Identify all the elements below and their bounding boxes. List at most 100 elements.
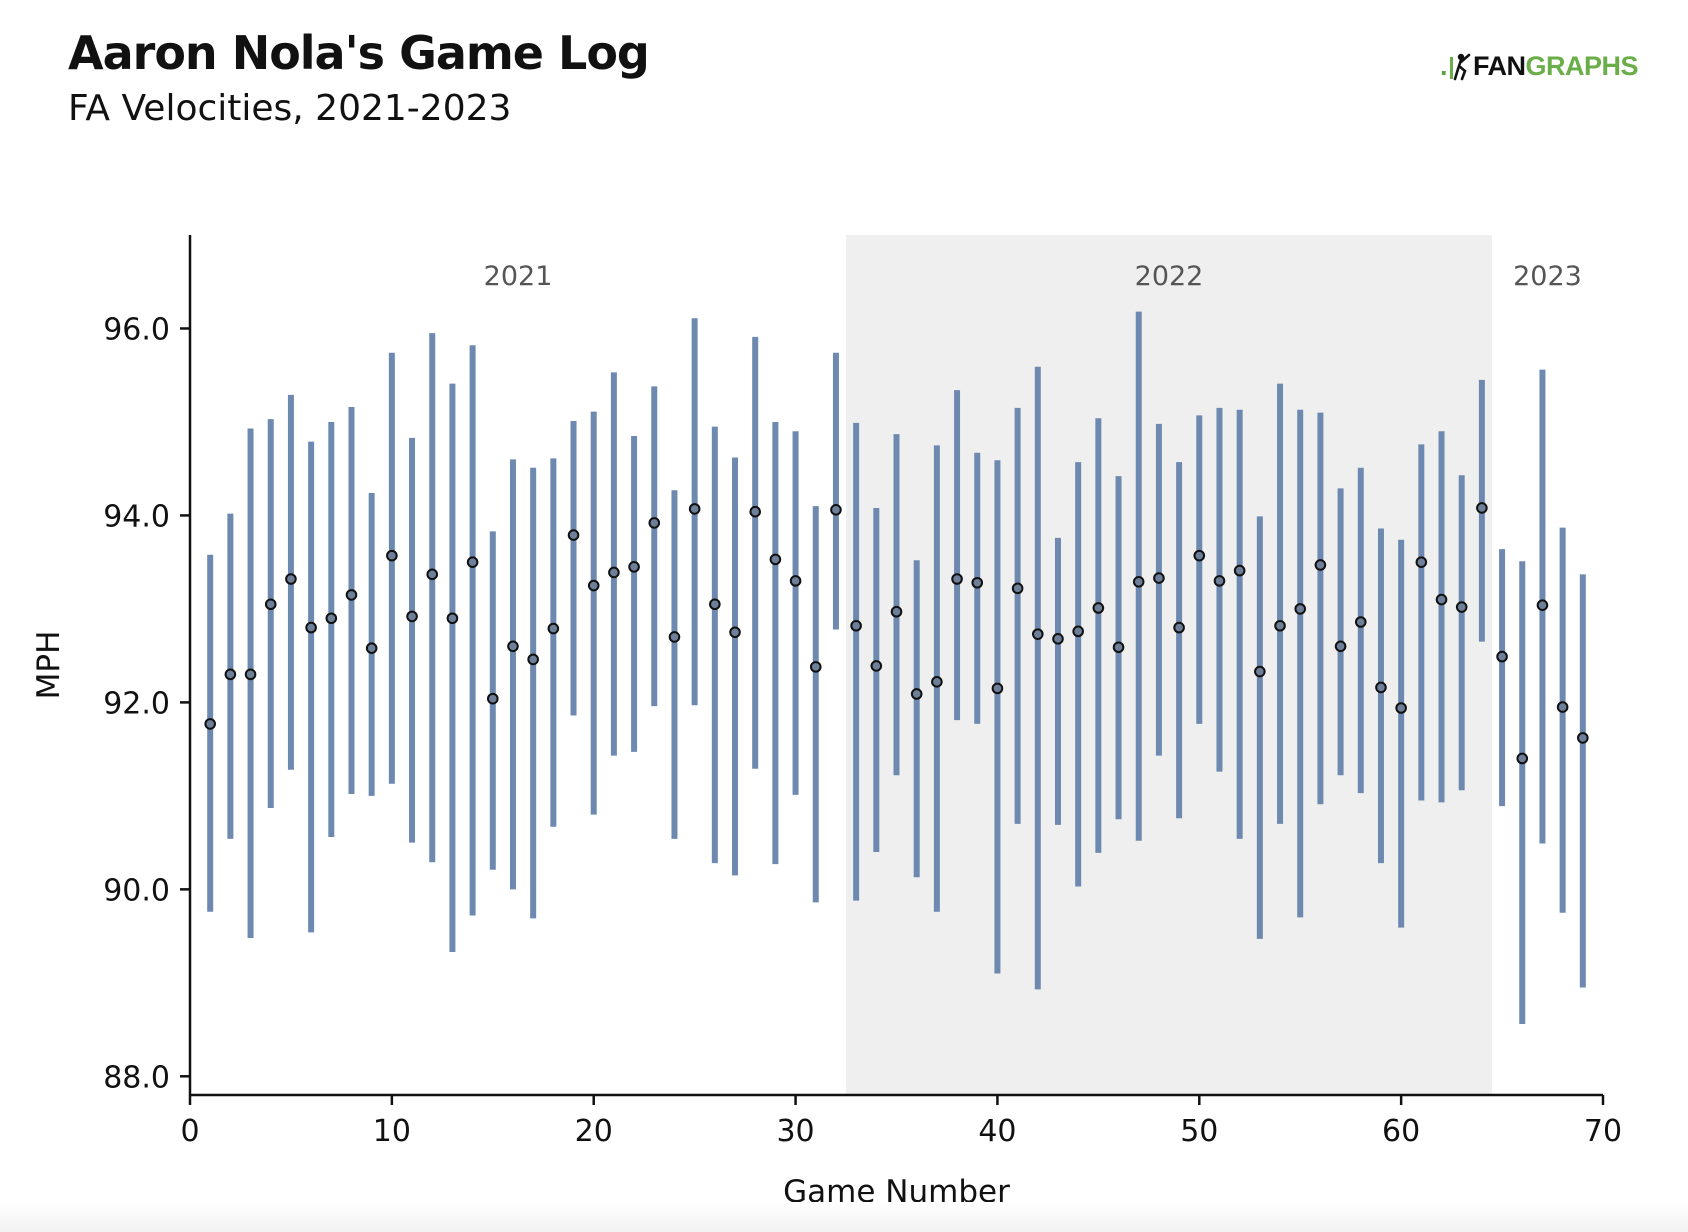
chart-title: Aaron Nola's Game Log [68, 26, 650, 80]
x-tick-label-30: 30 [776, 1114, 814, 1149]
season-label-2023: 2023 [1513, 261, 1582, 292]
mean-point-game-67 [1536, 599, 1549, 611]
mean-point-game-26 [709, 598, 721, 611]
mean-point-game-22 [628, 561, 640, 573]
mean-point-game-41 [1011, 582, 1024, 595]
y-tick-label-88.0: 88.0 [103, 1060, 170, 1095]
mean-point-game-25 [688, 503, 701, 515]
mean-point-game-56 [1314, 559, 1327, 571]
mean-point-game-33 [850, 619, 862, 632]
mean-point-game-14 [466, 556, 479, 568]
mean-velocity-points [204, 502, 1589, 765]
mean-point-game-8 [345, 589, 358, 601]
mean-point-game-12 [426, 568, 439, 581]
mean-point-game-3 [244, 668, 257, 681]
mean-point-game-52 [1233, 564, 1246, 577]
mean-point-game-53 [1254, 665, 1266, 678]
mean-point-game-45 [1092, 602, 1105, 614]
mean-point-game-58 [1354, 616, 1367, 628]
mean-point-game-57 [1334, 640, 1347, 653]
mean-point-game-55 [1294, 603, 1307, 615]
mean-point-game-19 [567, 529, 580, 541]
season-bands: 2021 2022 2023 [484, 235, 1582, 1095]
y-tick-label-90.0: 90.0 [103, 873, 170, 908]
mean-point-game-34 [870, 660, 883, 672]
x-tick-label-60: 60 [1382, 1114, 1420, 1149]
x-tick-label-70: 70 [1584, 1114, 1622, 1149]
mean-point-game-64 [1476, 502, 1488, 514]
chart-subtitle: FA Velocities, 2021-2023 [68, 88, 512, 129]
y-tick-label-94.0: 94.0 [103, 499, 170, 534]
mean-point-game-21 [608, 566, 620, 579]
mean-point-game-43 [1052, 633, 1064, 645]
mean-point-game-1 [204, 718, 216, 730]
mean-point-game-23 [648, 517, 661, 529]
mean-point-game-5 [285, 573, 297, 585]
mean-point-game-69 [1577, 732, 1589, 744]
mean-point-game-66 [1516, 752, 1529, 765]
mean-point-game-31 [809, 661, 822, 673]
x-tick-label-40: 40 [978, 1114, 1016, 1149]
mean-point-game-37 [931, 676, 943, 688]
y-axis-label: MPH [31, 631, 67, 700]
mean-point-game-11 [406, 610, 418, 623]
mean-point-game-36 [910, 688, 923, 700]
season-label-2021: 2021 [484, 261, 553, 292]
mean-point-game-17 [527, 653, 539, 666]
velocity-range-bars [207, 311, 1586, 1024]
mean-point-game-68 [1556, 701, 1569, 713]
mean-point-game-51 [1213, 575, 1226, 587]
season-label-2022: 2022 [1135, 261, 1204, 292]
x-tick-label-20: 20 [575, 1114, 613, 1149]
mean-point-game-6 [305, 621, 317, 634]
mean-point-game-47 [1132, 576, 1145, 588]
logo-dot: . [1440, 50, 1448, 81]
mean-point-game-10 [386, 549, 398, 562]
bottom-shade [0, 1202, 1688, 1232]
mean-point-game-7 [325, 612, 338, 625]
mean-point-game-24 [668, 631, 681, 643]
mean-point-game-38 [951, 573, 963, 585]
fangraphs-logo[interactable]: . FAN GRAPHS [1440, 46, 1639, 86]
mean-point-game-35 [890, 605, 903, 618]
mean-point-game-30 [789, 575, 802, 587]
mean-point-game-32 [830, 504, 842, 516]
season-band-2022 [846, 235, 1492, 1095]
mean-point-game-27 [729, 626, 741, 639]
x-tick-label-50: 50 [1180, 1114, 1218, 1149]
mean-point-game-49 [1173, 621, 1185, 634]
batter-icon [1450, 53, 1471, 81]
mean-point-game-50 [1193, 549, 1206, 562]
mean-point-game-18 [547, 622, 560, 635]
mean-point-game-39 [971, 576, 984, 589]
mean-point-game-4 [264, 598, 277, 611]
mean-point-game-46 [1112, 641, 1125, 654]
mean-point-game-48 [1153, 572, 1165, 584]
mean-point-game-63 [1455, 601, 1468, 613]
mean-point-game-61 [1415, 556, 1428, 568]
mean-point-game-62 [1435, 593, 1448, 606]
mean-point-game-2 [224, 668, 237, 681]
mean-point-game-9 [365, 642, 378, 654]
mean-point-game-13 [446, 612, 459, 625]
y-tick-label-96.0: 96.0 [103, 312, 170, 347]
mean-point-game-29 [769, 553, 782, 566]
mean-point-game-15 [486, 692, 499, 705]
mean-point-game-54 [1274, 619, 1286, 632]
mean-point-game-42 [1032, 628, 1044, 640]
axes: 0 10 20 30 40 50 60 70 88.0 90.0 92.0 94.0 96.0 [103, 235, 1622, 1149]
mean-point-game-16 [507, 640, 519, 653]
x-tick-label-10: 10 [373, 1114, 411, 1149]
logo-graphs-text: GRAPHS [1525, 50, 1639, 81]
mean-point-game-28 [749, 505, 762, 518]
mean-point-game-44 [1072, 625, 1084, 638]
x-tick-label-0: 0 [180, 1114, 199, 1149]
mean-point-game-65 [1496, 650, 1508, 663]
mean-point-game-59 [1375, 681, 1387, 694]
logo-fan-text: FAN [1473, 50, 1526, 81]
mean-point-game-60 [1395, 702, 1407, 714]
y-tick-label-92.0: 92.0 [103, 686, 170, 721]
mean-point-game-40 [991, 682, 1004, 695]
mean-point-game-20 [587, 579, 600, 592]
